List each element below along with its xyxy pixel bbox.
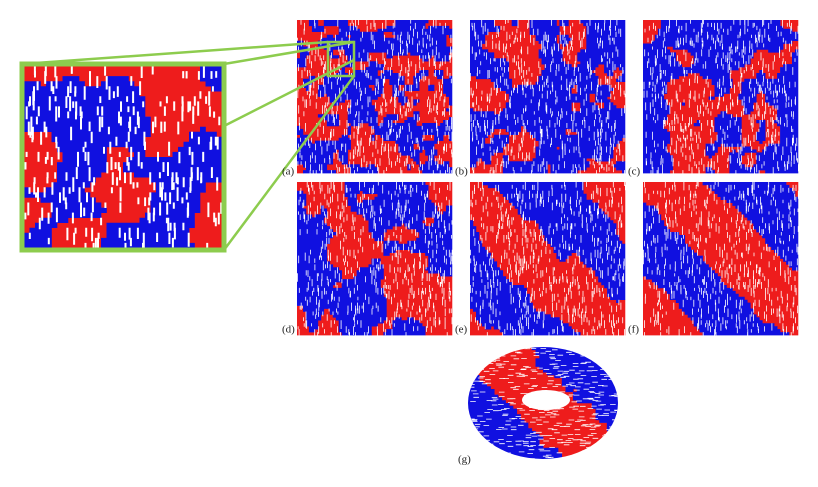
white-streaks <box>470 182 626 341</box>
white-streaks <box>643 182 799 340</box>
blue-domain <box>643 20 799 174</box>
zoom-line <box>222 75 356 251</box>
red-domain <box>643 182 799 336</box>
panel-label: (a) <box>282 166 295 178</box>
panel-label: (d) <box>282 324 295 336</box>
zoom-line <box>223 58 355 128</box>
panel-label: (c) <box>628 166 641 178</box>
white-streaks <box>297 182 453 340</box>
white-streaks <box>468 347 618 459</box>
inset-frame <box>19 61 227 253</box>
panels <box>19 20 799 459</box>
panel-label: (f) <box>628 324 639 336</box>
zoom-line <box>21 40 329 66</box>
blue-domain <box>643 182 799 336</box>
zoom-line <box>223 40 355 66</box>
white-streaks <box>470 20 626 179</box>
panel-label: (b) <box>455 166 468 178</box>
red-domain <box>24 66 223 249</box>
blue-domain <box>297 20 453 174</box>
zoom-box <box>326 40 356 78</box>
blue-domain <box>24 66 223 249</box>
blue-domain <box>297 182 453 336</box>
panel-label: (g) <box>458 454 471 466</box>
torus-hole <box>522 390 570 410</box>
panel-label: (e) <box>455 324 468 336</box>
